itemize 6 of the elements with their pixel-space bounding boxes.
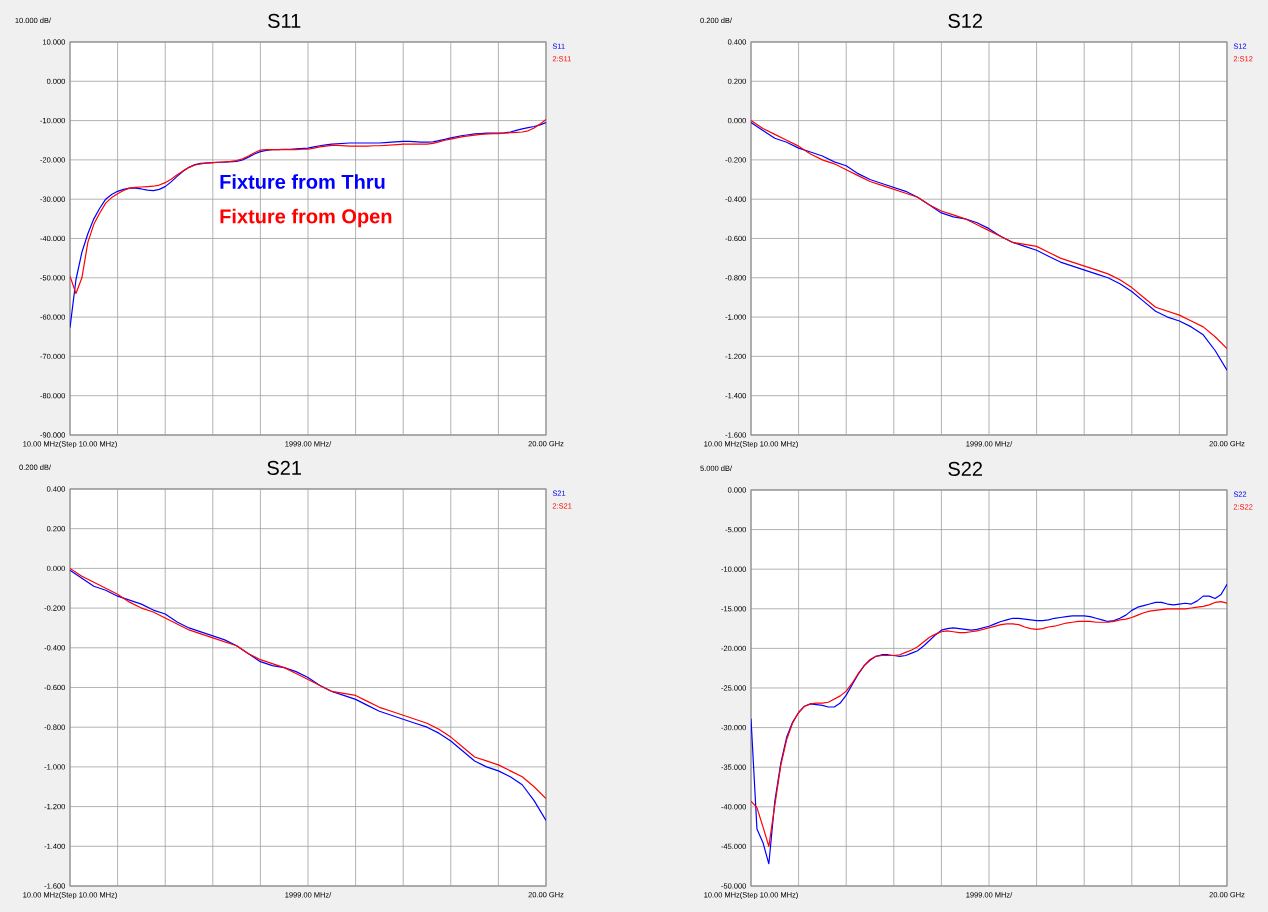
chart-title: S22 bbox=[948, 461, 982, 476]
chart-title: S21 bbox=[267, 460, 302, 475]
chart-title: S12 bbox=[948, 13, 982, 28]
chart-title: S11 bbox=[268, 13, 301, 28]
annotation: Fixture from Thru bbox=[220, 174, 385, 189]
annotation: Fixture from Open bbox=[220, 208, 392, 228]
